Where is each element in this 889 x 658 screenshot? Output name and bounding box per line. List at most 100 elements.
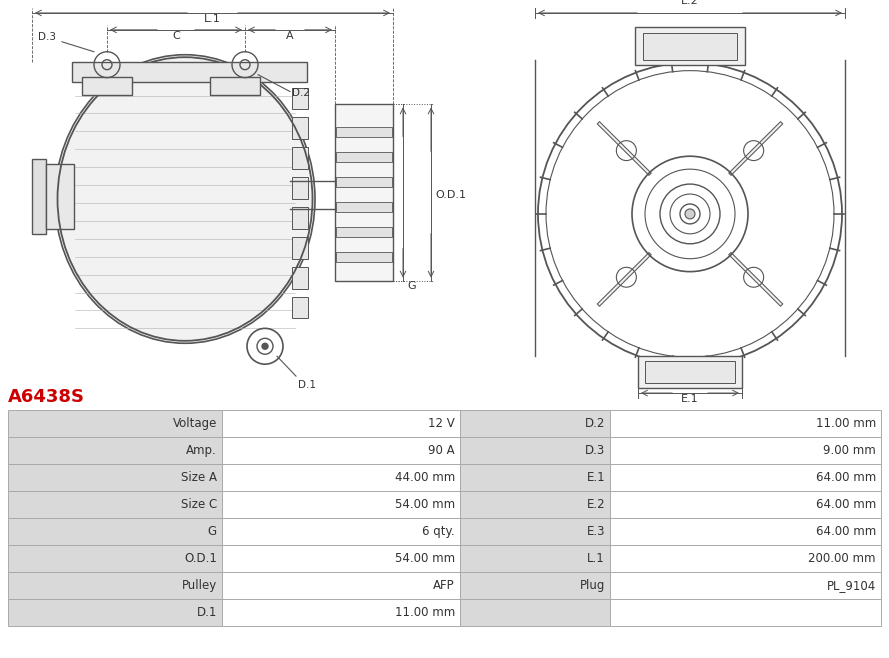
- Text: 6 qty.: 6 qty.: [422, 525, 455, 538]
- Bar: [610, 410, 881, 437]
- Text: D.2: D.2: [585, 417, 605, 430]
- Bar: [32, 159, 46, 234]
- Text: E.2: E.2: [587, 498, 605, 511]
- Bar: [645, 361, 735, 383]
- Circle shape: [262, 343, 268, 349]
- Text: PL_9104: PL_9104: [827, 579, 876, 592]
- Text: 200.00 mm: 200.00 mm: [808, 552, 876, 565]
- Text: 9.00 mm: 9.00 mm: [823, 443, 876, 457]
- Bar: [222, 491, 460, 518]
- Bar: [222, 545, 460, 572]
- Text: G: G: [407, 280, 416, 291]
- Text: Size A: Size A: [181, 470, 217, 484]
- Text: 11.00 mm: 11.00 mm: [395, 606, 455, 619]
- Bar: [610, 518, 881, 545]
- Bar: [643, 33, 737, 60]
- Bar: [638, 356, 742, 388]
- Bar: [460, 545, 610, 572]
- Bar: [82, 76, 132, 95]
- Bar: [292, 266, 308, 289]
- Text: D.3: D.3: [585, 443, 605, 457]
- Text: L.1: L.1: [588, 552, 605, 565]
- Ellipse shape: [55, 55, 315, 343]
- Bar: [292, 147, 308, 169]
- Bar: [610, 491, 881, 518]
- Text: 64.00 mm: 64.00 mm: [816, 498, 876, 511]
- Text: 90 A: 90 A: [428, 443, 455, 457]
- Bar: [8, 491, 222, 518]
- Bar: [610, 572, 881, 599]
- Bar: [222, 410, 460, 437]
- Text: E.1: E.1: [587, 470, 605, 484]
- Text: D.3: D.3: [38, 32, 56, 42]
- Text: 64.00 mm: 64.00 mm: [816, 470, 876, 484]
- Text: A6438S: A6438S: [8, 388, 85, 405]
- Bar: [336, 253, 392, 263]
- Bar: [46, 164, 74, 229]
- Text: 11.00 mm: 11.00 mm: [816, 417, 876, 430]
- Bar: [8, 518, 222, 545]
- Text: C: C: [172, 31, 180, 41]
- Bar: [336, 152, 392, 162]
- Text: Amp.: Amp.: [187, 443, 217, 457]
- Text: AFP: AFP: [433, 579, 455, 592]
- Text: 44.00 mm: 44.00 mm: [395, 470, 455, 484]
- Bar: [8, 545, 222, 572]
- Bar: [460, 464, 610, 491]
- Text: Voltage: Voltage: [172, 417, 217, 430]
- Text: Plug: Plug: [580, 579, 605, 592]
- Bar: [8, 464, 222, 491]
- Bar: [336, 177, 392, 187]
- Bar: [335, 105, 393, 280]
- Text: 54.00 mm: 54.00 mm: [395, 552, 455, 565]
- Text: 64.00 mm: 64.00 mm: [816, 525, 876, 538]
- Bar: [460, 410, 610, 437]
- Bar: [292, 207, 308, 229]
- Text: Pulley: Pulley: [181, 579, 217, 592]
- Bar: [336, 202, 392, 212]
- Text: 54.00 mm: 54.00 mm: [395, 498, 455, 511]
- Bar: [292, 88, 308, 109]
- Text: D.2: D.2: [292, 88, 310, 97]
- Bar: [222, 464, 460, 491]
- Text: O.D.1: O.D.1: [435, 190, 466, 199]
- Bar: [8, 599, 222, 626]
- Bar: [336, 227, 392, 238]
- Bar: [460, 599, 610, 626]
- Bar: [610, 545, 881, 572]
- Bar: [635, 27, 745, 64]
- Text: D.1: D.1: [196, 606, 217, 619]
- Text: E.2: E.2: [681, 0, 699, 6]
- Bar: [336, 126, 392, 137]
- Bar: [610, 464, 881, 491]
- Text: G: G: [208, 525, 217, 538]
- Bar: [8, 437, 222, 464]
- Text: 12 V: 12 V: [428, 417, 455, 430]
- Bar: [292, 237, 308, 259]
- Bar: [460, 437, 610, 464]
- Bar: [222, 437, 460, 464]
- Text: Size C: Size C: [180, 498, 217, 511]
- Bar: [292, 177, 308, 199]
- Text: D.1: D.1: [298, 380, 316, 390]
- Bar: [72, 62, 307, 82]
- Bar: [460, 491, 610, 518]
- Bar: [222, 518, 460, 545]
- Bar: [610, 599, 881, 626]
- Text: O.D.1: O.D.1: [184, 552, 217, 565]
- Bar: [610, 437, 881, 464]
- Bar: [222, 599, 460, 626]
- Text: E.3: E.3: [587, 525, 605, 538]
- Bar: [8, 410, 222, 437]
- Text: L.1: L.1: [204, 14, 220, 24]
- Bar: [210, 76, 260, 95]
- Bar: [222, 572, 460, 599]
- Circle shape: [685, 209, 695, 219]
- Bar: [292, 117, 308, 139]
- Bar: [460, 518, 610, 545]
- Text: A: A: [286, 31, 293, 41]
- Text: E.1: E.1: [681, 394, 699, 404]
- Bar: [292, 297, 308, 318]
- Bar: [8, 572, 222, 599]
- Bar: [460, 572, 610, 599]
